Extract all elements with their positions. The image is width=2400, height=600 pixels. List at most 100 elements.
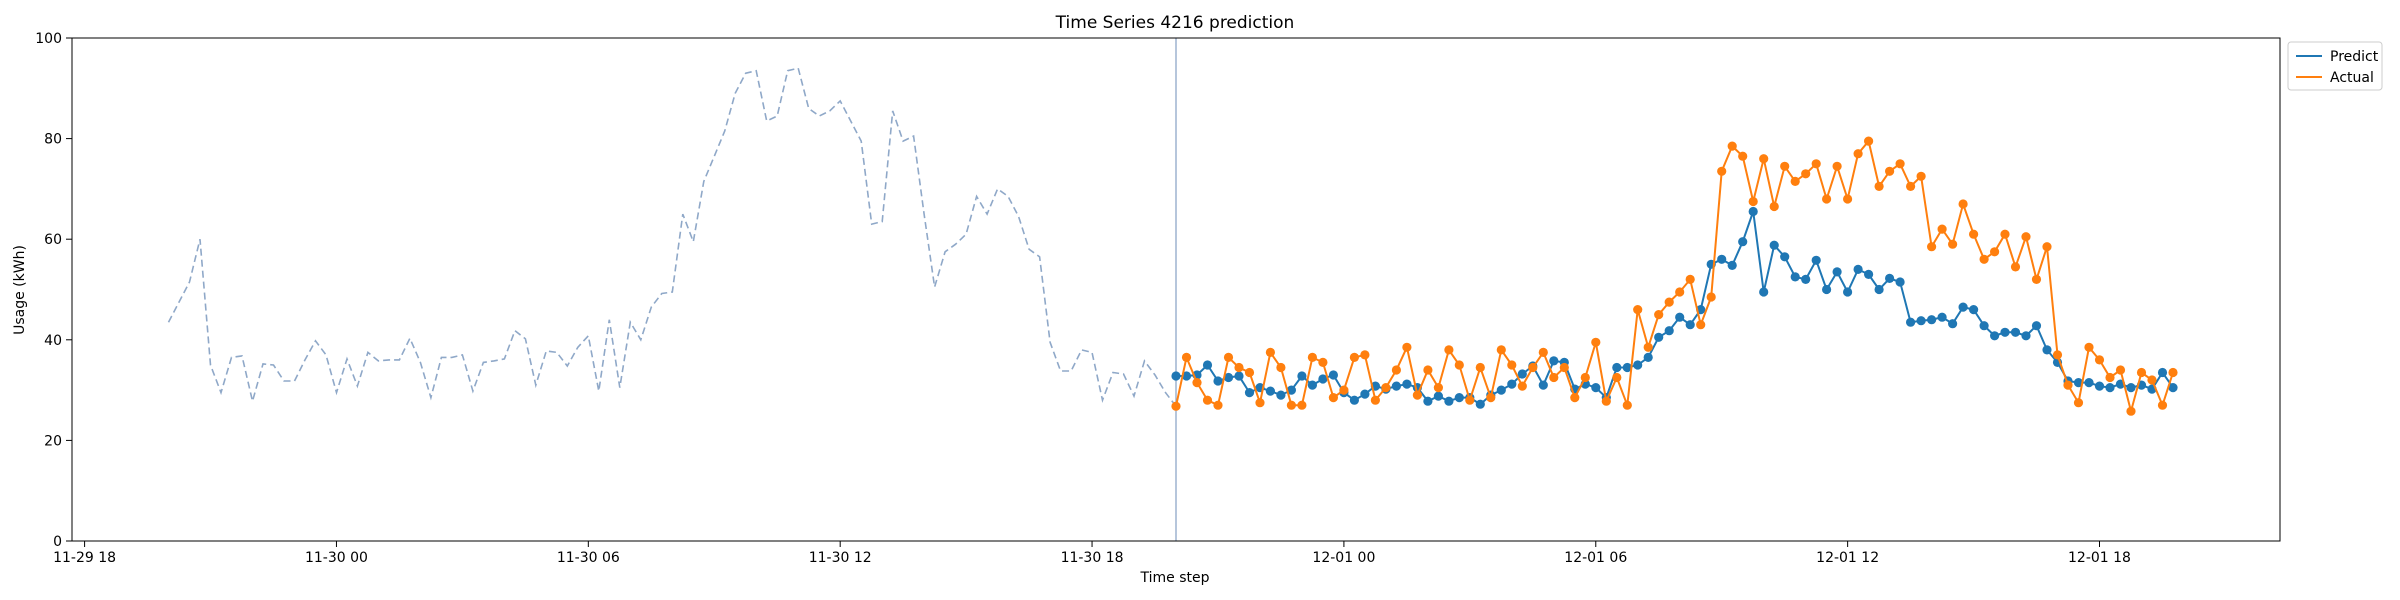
point-actual — [2031, 274, 2042, 284]
point-actual — [1948, 239, 1958, 249]
point-actual — [1780, 161, 1790, 171]
point-actual — [1685, 274, 1695, 284]
point-actual — [1664, 297, 1674, 307]
point-actual — [1339, 385, 1349, 395]
point-actual — [1328, 393, 1338, 403]
point-actual — [1234, 362, 1244, 373]
point-actual — [1297, 400, 1307, 410]
x-axis: 11-29 18 11-30 00 11-30 06 11-30 12 11-30 18… — [53, 541, 2131, 566]
x-tick-label: 11-30 12 — [809, 550, 872, 566]
point-actual — [1759, 154, 1769, 164]
point-predict — [1202, 360, 1213, 370]
point-actual — [1927, 242, 1937, 252]
point-actual — [1255, 398, 1265, 408]
point-actual — [2115, 365, 2126, 375]
point-actual — [1591, 337, 1601, 347]
point-predict — [1223, 372, 1234, 383]
point-predict — [1717, 254, 1727, 264]
point-actual — [1801, 169, 1811, 179]
point-predict — [1748, 206, 1758, 217]
point-predict — [2031, 321, 2042, 331]
point-actual — [1612, 372, 1622, 383]
point-predict — [1738, 237, 1748, 247]
point-predict — [1885, 273, 1895, 283]
point-predict — [1171, 371, 1181, 381]
y-tick-label: 0 — [53, 534, 62, 550]
point-actual — [1244, 367, 1255, 378]
point-predict — [1181, 371, 1192, 381]
point-actual — [2094, 355, 2105, 365]
point-actual — [1906, 181, 1916, 191]
point-predict — [1654, 332, 1664, 342]
point-actual — [1181, 352, 1192, 362]
point-predict — [2073, 378, 2084, 388]
point-predict — [1727, 260, 1737, 270]
point-actual — [1937, 224, 1947, 234]
point-predict — [1801, 274, 1811, 284]
point-predict — [1958, 302, 1968, 312]
point-actual — [2136, 367, 2147, 378]
point-predict — [1790, 272, 1800, 282]
point-actual — [1706, 292, 1716, 302]
point-predict — [2010, 327, 2021, 337]
point-predict — [1759, 287, 1769, 297]
point-predict — [2000, 327, 2010, 337]
point-predict — [1517, 369, 1527, 379]
chart-title: Time Series 4216 prediction — [1055, 13, 1295, 33]
point-actual — [1349, 352, 1359, 362]
point-actual — [1318, 357, 1328, 367]
point-predict — [1769, 240, 1779, 250]
point-predict — [2168, 383, 2178, 393]
legend: Predict Actual — [2287, 41, 2383, 91]
point-predict — [1234, 371, 1244, 381]
point-actual — [1979, 254, 1989, 264]
point-actual — [2010, 262, 2021, 272]
point-actual — [1843, 194, 1853, 204]
point-actual — [1832, 161, 1842, 171]
point-actual — [1454, 360, 1464, 370]
point-predict — [1475, 399, 1485, 409]
point-actual — [1895, 159, 1905, 169]
point-predict — [1622, 362, 1632, 373]
x-tick-label: 12-01 00 — [1312, 550, 1375, 566]
x-tick-label: 11-29 18 — [53, 550, 116, 566]
point-predict — [1244, 388, 1255, 398]
point-actual — [1475, 362, 1485, 373]
point-actual — [1601, 396, 1611, 406]
point-actual — [1276, 362, 1286, 373]
point-actual — [1916, 171, 1926, 181]
point-actual — [1790, 176, 1800, 186]
point-actual — [2126, 406, 2136, 416]
x-tick-label: 11-30 18 — [1061, 550, 1124, 566]
point-actual — [1528, 362, 1538, 373]
point-predict — [1853, 264, 1863, 274]
point-actual — [2105, 372, 2115, 383]
point-actual — [1507, 360, 1517, 370]
history-line — [167, 67, 1177, 407]
point-actual — [1643, 342, 1653, 352]
point-actual — [1402, 342, 1412, 352]
point-actual — [1265, 347, 1275, 357]
point-predict — [1276, 390, 1286, 400]
point-predict — [1265, 386, 1275, 396]
point-actual — [1696, 320, 1706, 330]
point-actual — [2157, 400, 2168, 410]
point-predict — [1496, 385, 1506, 395]
point-actual — [2073, 398, 2084, 408]
x-axis-label: Time step — [1140, 570, 1210, 586]
x-tick-label: 11-30 06 — [557, 550, 620, 566]
point-predict — [1685, 320, 1695, 330]
point-predict — [1444, 396, 1454, 406]
x-tick-label: 12-01 12 — [1816, 550, 1879, 566]
y-tick-label: 80 — [44, 132, 62, 148]
y-tick-label: 100 — [35, 31, 62, 47]
y-axis: 0 20 40 60 80 100 — [35, 31, 72, 550]
point-actual — [1496, 345, 1506, 355]
point-actual — [2000, 229, 2010, 239]
point-actual — [1444, 345, 1454, 355]
point-predict — [2105, 383, 2115, 393]
point-actual — [1223, 352, 1234, 362]
point-predict — [1360, 389, 1370, 399]
point-actual — [1811, 159, 1821, 169]
point-actual — [1748, 196, 1758, 207]
